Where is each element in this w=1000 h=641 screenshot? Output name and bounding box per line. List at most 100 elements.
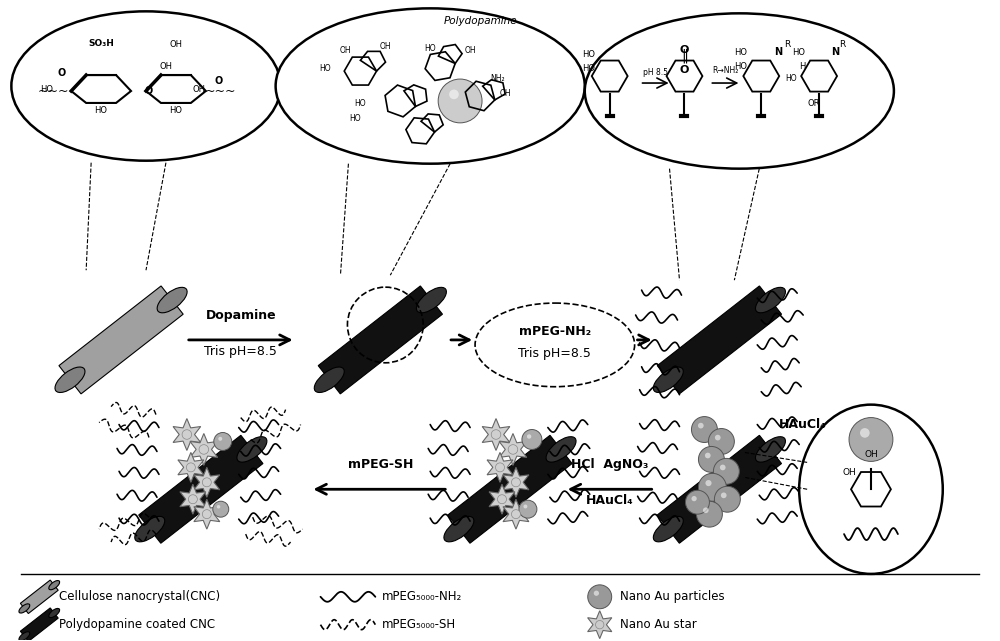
Circle shape	[713, 458, 739, 485]
Circle shape	[182, 429, 192, 439]
Text: O: O	[215, 76, 223, 86]
Text: HCl  AgNO₃: HCl AgNO₃	[571, 458, 648, 471]
Polygon shape	[482, 419, 510, 451]
Text: Polydopamine coated CNC: Polydopamine coated CNC	[59, 618, 215, 631]
Polygon shape	[487, 453, 513, 482]
Circle shape	[715, 435, 721, 440]
Ellipse shape	[19, 604, 30, 613]
Circle shape	[523, 504, 527, 508]
Circle shape	[849, 417, 893, 462]
Circle shape	[519, 500, 537, 518]
Text: Dopamine: Dopamine	[205, 309, 276, 322]
Circle shape	[438, 79, 482, 123]
Circle shape	[449, 90, 459, 99]
Polygon shape	[180, 485, 206, 514]
Text: HO: HO	[319, 64, 330, 73]
Text: HO: HO	[169, 106, 182, 115]
Text: ~~~: ~~~	[205, 85, 237, 97]
Text: R→NH₂: R→NH₂	[712, 66, 739, 75]
Text: mPEG₅₀₀₀-NH₂: mPEG₅₀₀₀-NH₂	[382, 590, 463, 603]
Circle shape	[705, 453, 711, 458]
Ellipse shape	[19, 632, 30, 641]
Text: OH: OH	[192, 85, 205, 94]
Text: R: R	[784, 40, 790, 49]
Circle shape	[218, 437, 222, 441]
Text: OR: OR	[807, 99, 820, 108]
Text: OH: OH	[464, 46, 476, 55]
Circle shape	[703, 508, 709, 513]
Ellipse shape	[546, 437, 576, 462]
Text: OH: OH	[159, 62, 172, 71]
Text: OH: OH	[340, 46, 351, 55]
Polygon shape	[20, 608, 58, 641]
Circle shape	[186, 463, 195, 472]
Circle shape	[511, 478, 520, 487]
Text: Nano Au particles: Nano Au particles	[620, 590, 724, 603]
Polygon shape	[194, 467, 220, 497]
Circle shape	[498, 495, 506, 504]
Circle shape	[708, 429, 734, 454]
Text: HO: HO	[582, 64, 595, 73]
Text: mPEG₅₀₀₀-SH: mPEG₅₀₀₀-SH	[382, 618, 456, 631]
Text: HO: HO	[40, 85, 53, 94]
Circle shape	[696, 501, 722, 527]
Circle shape	[508, 445, 518, 454]
Ellipse shape	[799, 404, 943, 574]
Ellipse shape	[49, 608, 60, 618]
Ellipse shape	[314, 367, 344, 392]
Circle shape	[721, 492, 727, 498]
Polygon shape	[448, 435, 572, 543]
Circle shape	[685, 490, 709, 514]
Text: R: R	[839, 40, 845, 49]
Ellipse shape	[237, 437, 267, 462]
Circle shape	[213, 501, 229, 517]
Circle shape	[202, 478, 211, 487]
Text: OH: OH	[864, 451, 878, 460]
Text: HO: HO	[734, 62, 747, 71]
Polygon shape	[318, 286, 442, 394]
Ellipse shape	[585, 13, 894, 169]
Ellipse shape	[157, 287, 187, 313]
Text: Cellulose nanocrystal(CNC): Cellulose nanocrystal(CNC)	[59, 590, 220, 603]
Circle shape	[496, 463, 504, 472]
Polygon shape	[657, 435, 782, 543]
Circle shape	[199, 445, 209, 454]
Ellipse shape	[416, 287, 446, 313]
Text: HO: HO	[792, 48, 805, 57]
Polygon shape	[139, 435, 263, 543]
Text: HAuCl₄: HAuCl₄	[779, 418, 827, 431]
Polygon shape	[190, 433, 218, 465]
Ellipse shape	[135, 517, 165, 542]
Circle shape	[691, 417, 717, 442]
Ellipse shape	[276, 8, 585, 163]
Text: N: N	[774, 47, 782, 57]
Polygon shape	[499, 433, 527, 465]
Circle shape	[511, 510, 520, 519]
Circle shape	[588, 585, 612, 609]
Polygon shape	[503, 499, 529, 529]
Circle shape	[691, 496, 697, 501]
Text: H: H	[799, 62, 805, 71]
Text: Tris pH=8.5: Tris pH=8.5	[204, 345, 277, 358]
Text: NH₂: NH₂	[490, 74, 505, 83]
Circle shape	[714, 487, 740, 512]
Circle shape	[491, 429, 501, 439]
Text: HO: HO	[785, 74, 797, 83]
Text: OH: OH	[380, 42, 391, 51]
Polygon shape	[59, 286, 183, 394]
Text: HO: HO	[424, 44, 436, 53]
Polygon shape	[173, 419, 201, 451]
Text: pH 8.5: pH 8.5	[643, 68, 668, 77]
Text: Nano Au star: Nano Au star	[620, 618, 696, 631]
Circle shape	[860, 428, 870, 438]
Text: HO: HO	[355, 99, 366, 108]
Ellipse shape	[49, 581, 60, 590]
Text: O: O	[680, 65, 689, 75]
Polygon shape	[194, 499, 220, 529]
Circle shape	[527, 435, 531, 438]
Text: OH: OH	[169, 40, 182, 49]
Circle shape	[594, 590, 599, 596]
Circle shape	[188, 495, 197, 504]
Polygon shape	[489, 485, 515, 514]
Circle shape	[214, 433, 232, 451]
